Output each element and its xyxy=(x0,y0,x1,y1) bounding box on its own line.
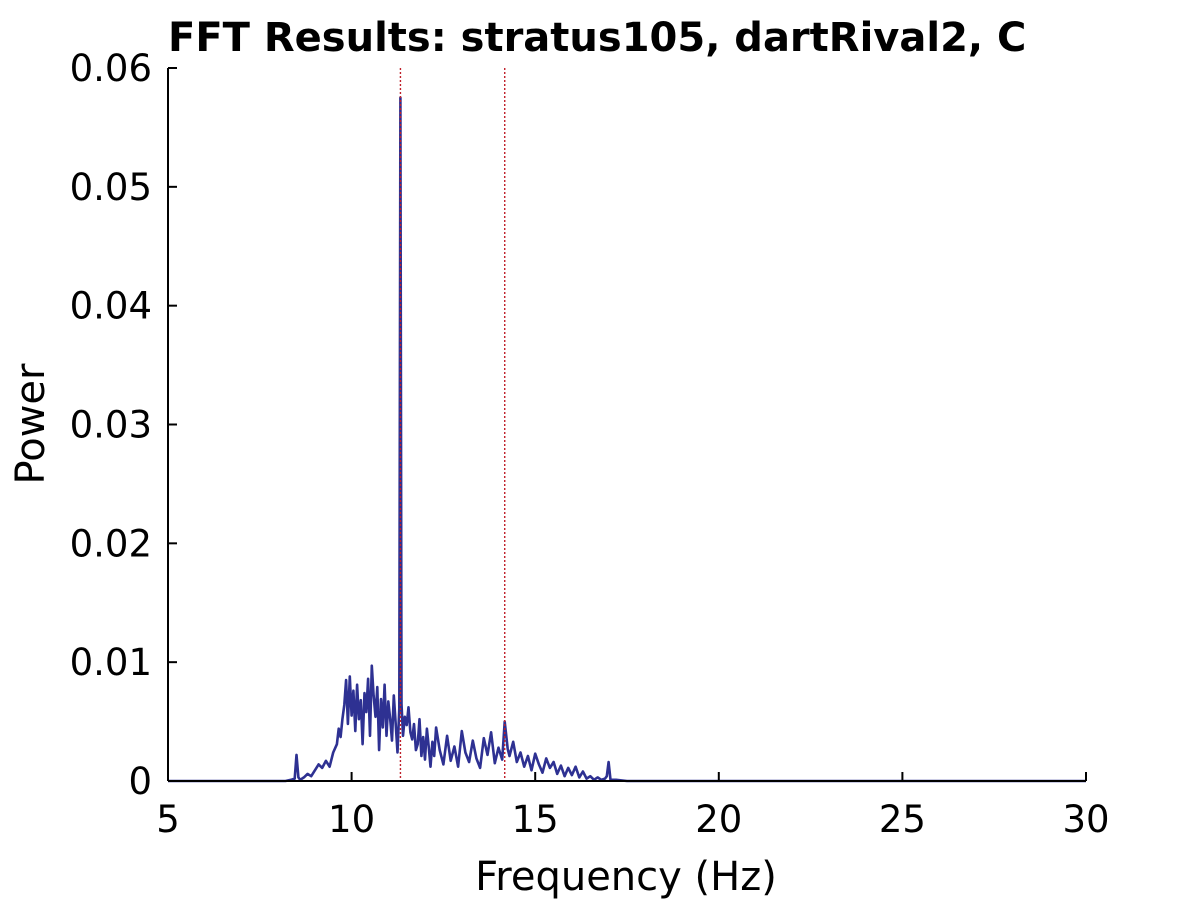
plot-area xyxy=(168,68,1086,783)
x-axis-label: Frequency (Hz) xyxy=(475,854,777,900)
x-axis: 5 10 15 20 25 30 xyxy=(156,772,1110,841)
x-tick-label: 25 xyxy=(879,798,926,841)
x-tick-label: 5 xyxy=(156,798,180,841)
power-spectrum-line xyxy=(168,96,1086,783)
y-tick-label: 0.04 xyxy=(70,285,152,328)
y-axis-label: Power xyxy=(8,363,54,484)
y-tick-label: 0 xyxy=(128,760,152,803)
y-axis: 0 0.01 0.02 0.03 0.04 0.05 0.06 xyxy=(70,47,177,803)
y-tick-label: 0.03 xyxy=(70,404,152,447)
y-tick-label: 0.05 xyxy=(70,166,152,209)
x-tick-label: 30 xyxy=(1062,798,1109,841)
y-tick-label: 0.01 xyxy=(70,641,152,684)
x-tick-label: 15 xyxy=(512,798,559,841)
x-tick-label: 10 xyxy=(328,798,375,841)
chart-title: FFT Results: stratus105, dartRival2, C xyxy=(168,15,1026,61)
x-tick-label: 20 xyxy=(695,798,742,841)
y-tick-label: 0.02 xyxy=(70,522,152,565)
y-tick-label: 0.06 xyxy=(70,47,152,90)
